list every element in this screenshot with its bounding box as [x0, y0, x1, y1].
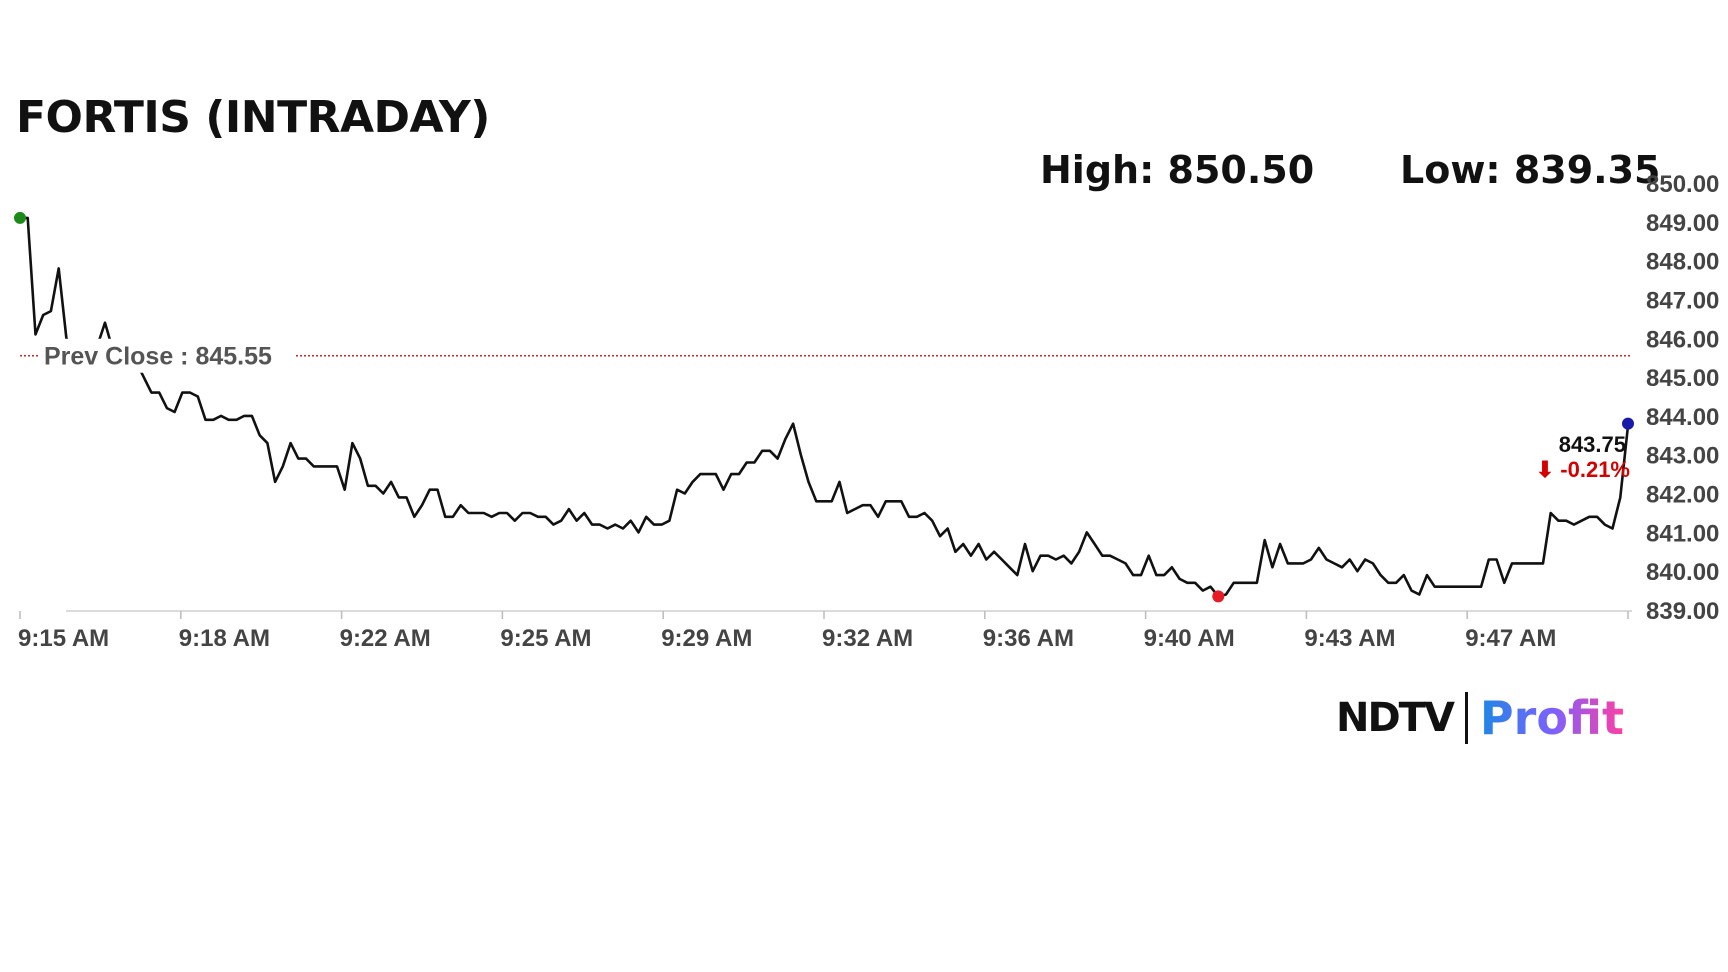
- y-tick-label: 842.00: [1646, 482, 1719, 509]
- y-tick-label: 841.00: [1646, 520, 1719, 547]
- open-point-dot: [14, 211, 26, 224]
- last-point-dot: [1622, 417, 1634, 430]
- x-tick-label: 9:36 AM: [983, 625, 1074, 652]
- x-tick-label: 9:43 AM: [1304, 625, 1395, 652]
- axis-layer: 850.00 849.00 848.00 847.00 846.00 845.00 844.…: [18, 171, 1719, 652]
- last-price-label: 843.75: [1559, 432, 1626, 457]
- change-percent-label: ⬇ -0.21%: [1536, 457, 1630, 482]
- y-tick-label: 848.00: [1646, 249, 1719, 276]
- y-tick-label: 840.00: [1646, 559, 1719, 586]
- y-tick-label: 844.00: [1646, 404, 1719, 431]
- line-layer: [20, 216, 1630, 598]
- logo-brand: NDTV: [1336, 695, 1455, 741]
- prev-close-label: Prev Close : 845.55: [44, 343, 272, 371]
- x-tick-label: 9:25 AM: [500, 625, 591, 652]
- ndtv-profit-logo: NDTV Profit: [1336, 688, 1624, 748]
- chart-title: FORTIS (INTRADAY): [16, 92, 490, 143]
- low-point-dot: [1212, 590, 1225, 603]
- prev-close-label-bg: [38, 338, 294, 373]
- y-tick-label: 849.00: [1646, 210, 1719, 237]
- x-tick-label: 9:18 AM: [179, 625, 270, 652]
- y-tick-label: 845.00: [1646, 365, 1719, 392]
- logo-product: Profit: [1479, 691, 1625, 745]
- y-tick-label: 839.00: [1646, 598, 1719, 625]
- x-tick-label: 9:47 AM: [1465, 625, 1556, 652]
- label-layer: Prev Close : 845.55 843.75⬇ -0.21%: [14, 211, 1634, 603]
- x-tick-label: 9:15 AM: [18, 625, 109, 652]
- x-tick-label: 9:22 AM: [340, 625, 431, 652]
- x-tick-label: 9:40 AM: [1144, 625, 1235, 652]
- y-tick-label: 846.00: [1646, 326, 1719, 353]
- logo-divider: [1464, 692, 1468, 744]
- x-tick-label: 9:29 AM: [661, 625, 752, 652]
- y-tick-label: 850.00: [1646, 171, 1719, 198]
- x-tick-label: 9:32 AM: [822, 625, 913, 652]
- y-tick-label: 847.00: [1646, 287, 1719, 314]
- high-label: High: 850.50: [1040, 148, 1315, 192]
- y-tick-label: 843.00: [1646, 443, 1719, 470]
- low-label: Low: 839.35: [1400, 148, 1661, 192]
- price-line: [20, 216, 1630, 598]
